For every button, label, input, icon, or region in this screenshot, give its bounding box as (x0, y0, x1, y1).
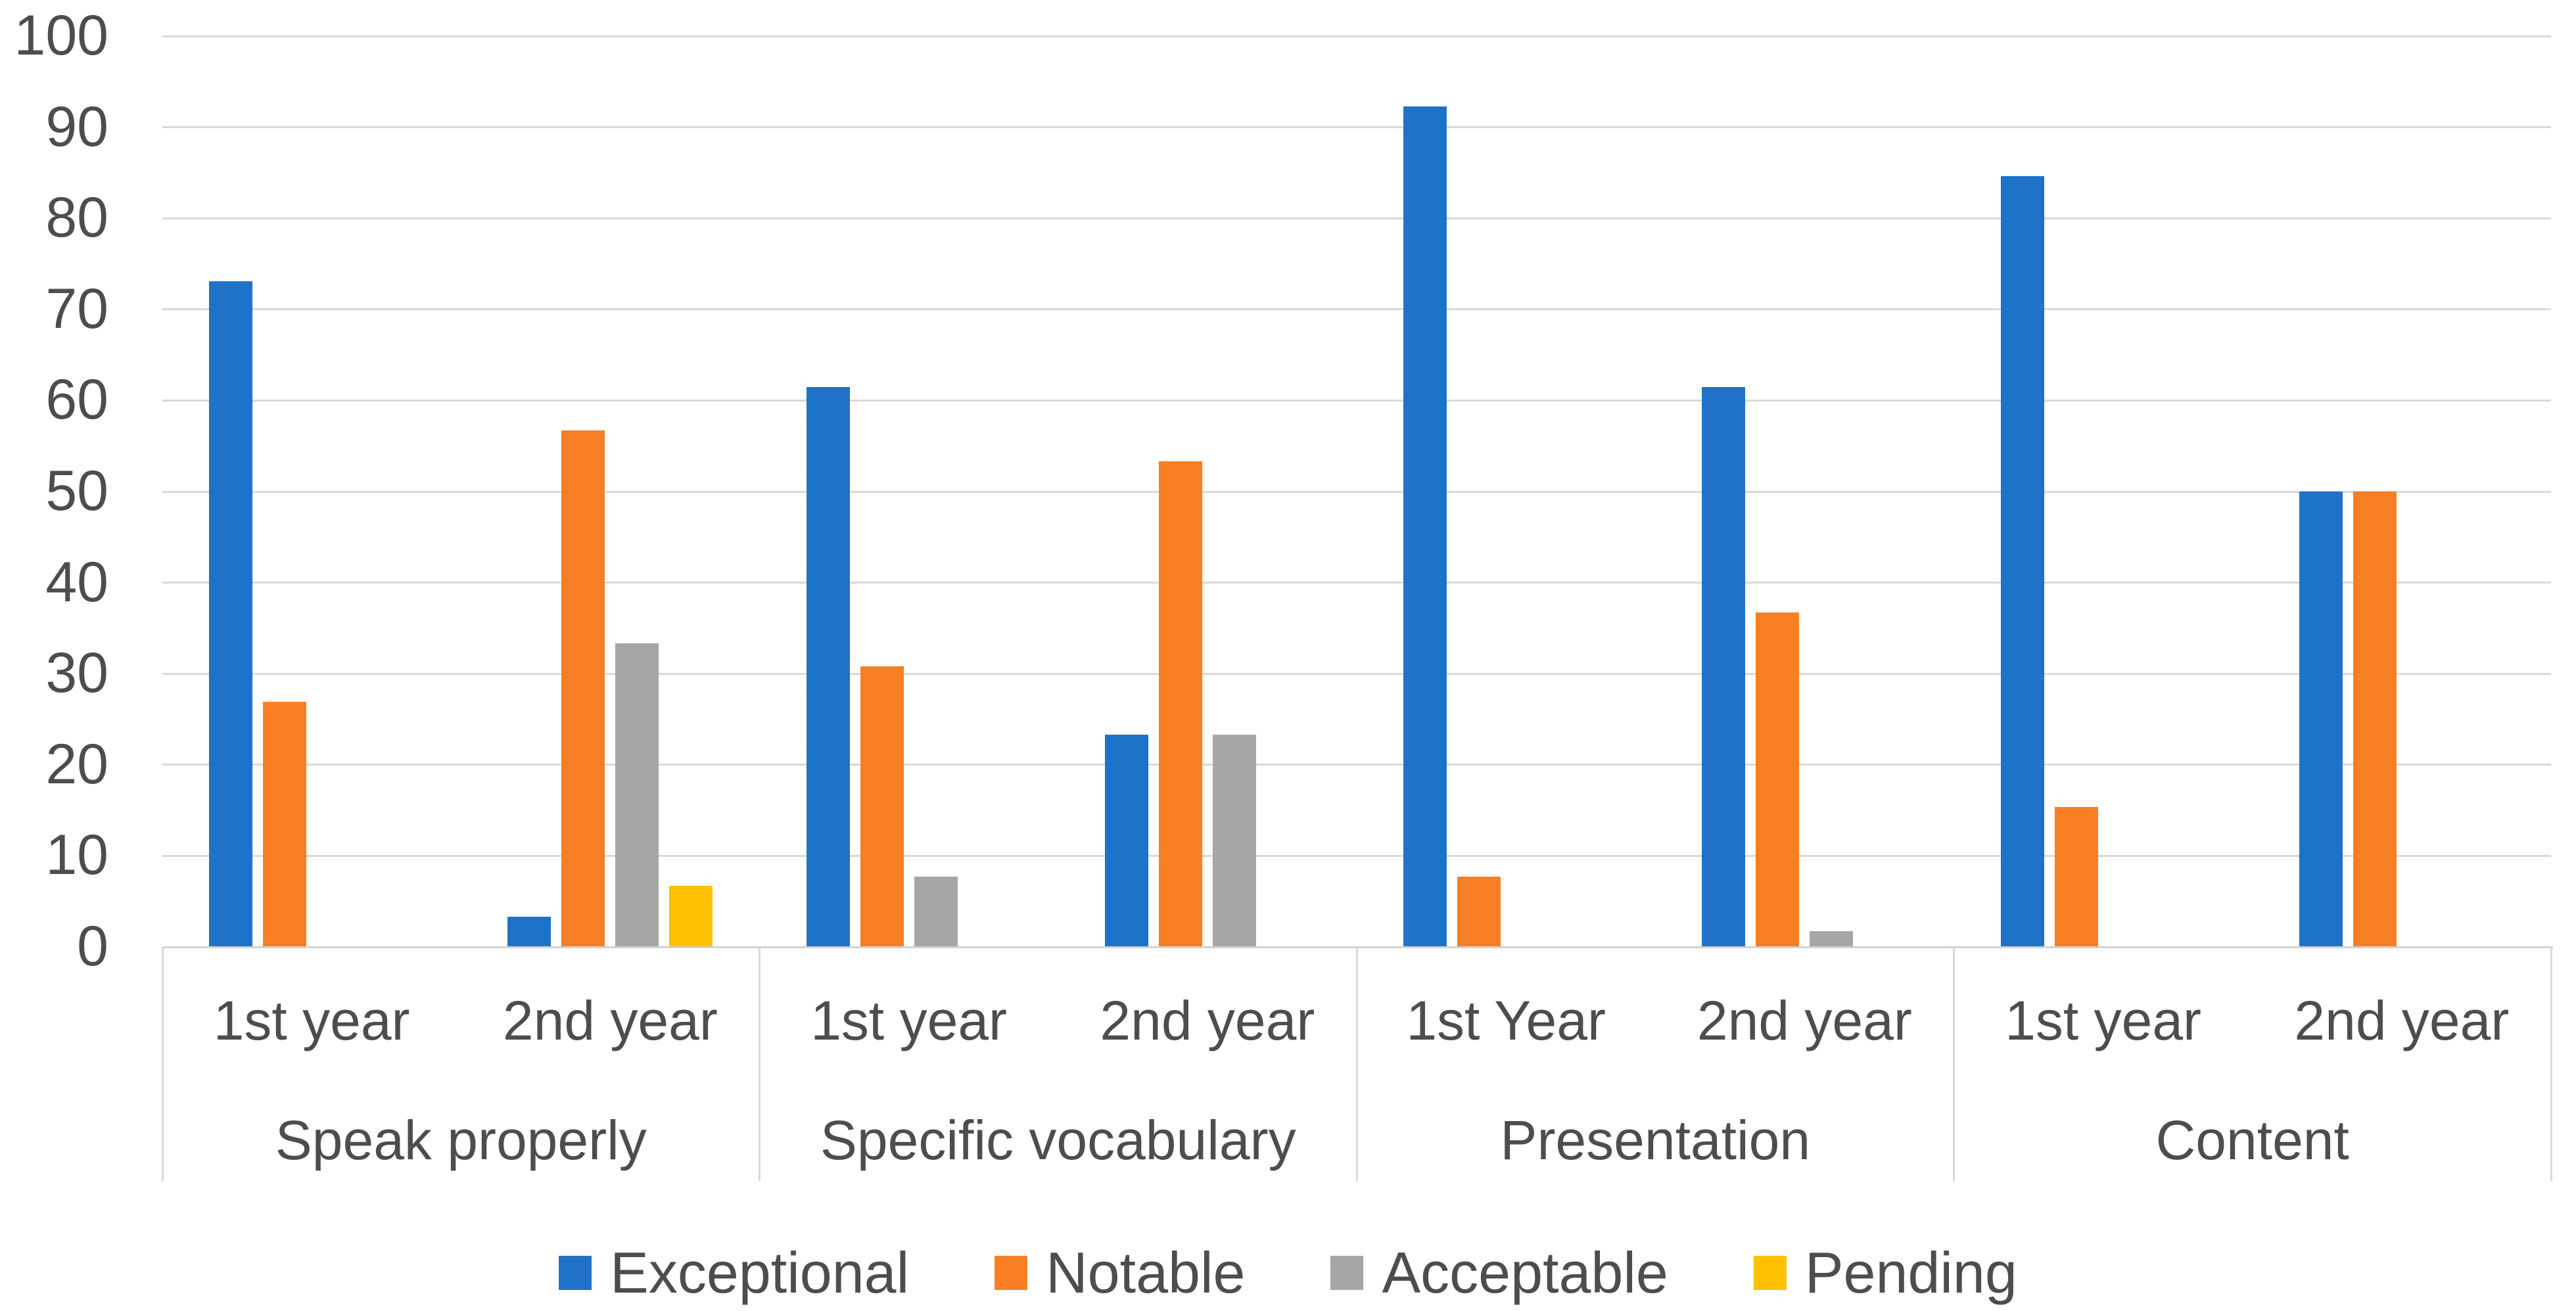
gridline (162, 854, 2551, 857)
bar-notable (2353, 492, 2397, 947)
bar-acceptable (1212, 735, 1256, 947)
bar-acceptable (1810, 931, 1854, 947)
y-axis-tick-label: 20 (45, 732, 108, 796)
x-axis-line (162, 946, 2553, 948)
legend-label: Exceptional (610, 1240, 910, 1305)
group-separator (2550, 947, 2552, 1181)
group-label: Presentation (1500, 1109, 1811, 1171)
category-label: 1st year (810, 989, 1008, 1051)
bar-notable (860, 666, 904, 947)
legend-item-pending: Pending (1753, 1240, 2017, 1305)
bar-notable (263, 702, 307, 947)
bar-exceptional (806, 386, 850, 947)
bar-exceptional (2000, 176, 2044, 947)
bar-acceptable (914, 877, 958, 947)
legend-label: Acceptable (1382, 1240, 1668, 1305)
gridline (162, 764, 2551, 766)
gridline (162, 308, 2551, 311)
legend-item-exceptional: Exceptional (559, 1241, 909, 1304)
group-label: Content (2155, 1109, 2349, 1171)
group-separator (1953, 947, 1955, 1181)
bar-exceptional (507, 917, 551, 947)
bar-exceptional (1702, 386, 1746, 947)
legend-marker-icon (995, 1256, 1028, 1290)
y-axis-tick-label: 0 (77, 915, 108, 978)
y-axis-tick-label: 60 (45, 368, 108, 432)
bar-notable (1457, 877, 1501, 947)
category-label: 1st year (2005, 989, 2202, 1051)
bar-exceptional (1403, 106, 1447, 947)
bar-exceptional (1104, 735, 1148, 947)
group-separator (759, 947, 761, 1181)
legend-item-acceptable: Acceptable (1330, 1241, 1668, 1304)
gridline (162, 126, 2551, 129)
group-separator (1355, 947, 1358, 1181)
bar-notable (2054, 806, 2098, 947)
category-label: 2nd year (502, 989, 718, 1051)
bar-notable (1756, 612, 1800, 947)
group-separator (161, 947, 164, 1181)
legend-label: Notable (1046, 1240, 1246, 1305)
legend-marker-icon (1330, 1256, 1364, 1290)
y-axis-tick-label: 70 (45, 277, 108, 340)
bar-exceptional (209, 281, 253, 947)
gridline (162, 35, 2551, 37)
gridline (162, 582, 2551, 584)
group-label: Specific vocabulary (820, 1109, 1296, 1171)
bar-notable (1158, 461, 1202, 947)
y-axis-tick-label: 90 (45, 95, 108, 158)
y-axis-tick-label: 30 (45, 641, 108, 705)
bar-notable (561, 430, 605, 947)
bar-exceptional (2299, 492, 2343, 947)
gridline (162, 672, 2551, 675)
legend: Exceptional Notable Acceptable Pending (0, 1230, 2576, 1311)
y-axis-tick-label: 80 (45, 186, 108, 250)
legend-label: Pending (1804, 1240, 2017, 1305)
gridline (162, 399, 2551, 402)
category-label: 2nd year (1100, 989, 1315, 1051)
category-label: 1st Year (1406, 989, 1606, 1051)
gridline (162, 490, 2551, 493)
y-axis-tick-label: 50 (45, 459, 108, 522)
y-axis-tick-label: 100 (14, 4, 109, 67)
bar-acceptable (615, 643, 659, 947)
gridline (162, 217, 2551, 219)
legend-marker-icon (559, 1256, 592, 1290)
category-label: 1st year (213, 989, 410, 1051)
category-label: 2nd year (1697, 989, 1912, 1051)
legend-item-notable: Notable (995, 1241, 1245, 1304)
y-axis-tick-label: 10 (45, 823, 108, 887)
y-axis-tick-label: 40 (45, 550, 108, 614)
bar-pending (669, 886, 713, 947)
category-label: 2nd year (2294, 989, 2510, 1051)
legend-marker-icon (1753, 1256, 1787, 1290)
group-label: Speak properly (275, 1109, 647, 1171)
